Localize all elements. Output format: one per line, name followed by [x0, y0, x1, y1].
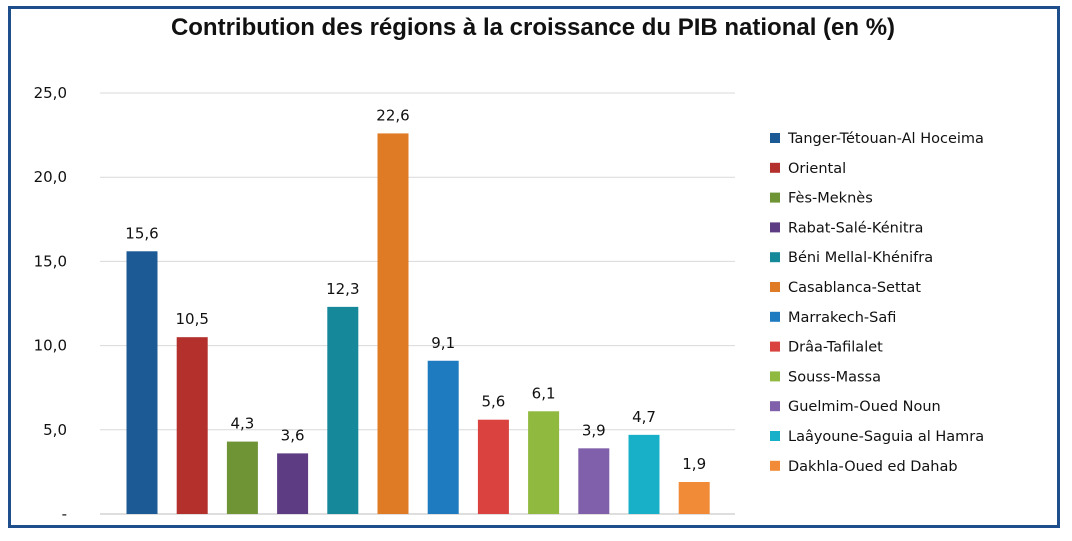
- data-label: 15,6: [125, 224, 158, 242]
- data-label: 12,3: [326, 280, 359, 298]
- legend-label: Souss-Massa: [788, 369, 881, 385]
- legend-label: Guelmim-Oued Noun: [788, 399, 941, 415]
- data-label: 3,6: [281, 426, 305, 444]
- legend-swatch: [770, 192, 780, 203]
- y-tick-label: 5,0: [43, 421, 67, 439]
- bar: [477, 419, 509, 514]
- legend-swatch: [770, 252, 780, 263]
- data-label: 1,9: [682, 455, 706, 473]
- legend-label: Tanger-Tétouan-Al Hoceima: [787, 131, 984, 147]
- data-labels: 15,6 10,5 4,3 3,6 12,3 22,6 9,1 5,6 6,1 3,9 4,7 1,9: [125, 106, 706, 473]
- data-label: 4,7: [632, 408, 656, 426]
- legend-swatch: [770, 460, 780, 471]
- legend-label: Oriental: [788, 161, 846, 177]
- legend-label: Laâyoune-Saguia al Hamra: [788, 429, 984, 445]
- legend-swatch: [770, 222, 780, 233]
- data-label: 9,1: [431, 334, 455, 352]
- bar: [628, 434, 660, 514]
- bar: [176, 337, 208, 514]
- legend-swatch: [770, 162, 780, 173]
- bars: [126, 133, 710, 514]
- data-label: 4,3: [230, 415, 254, 433]
- bar: [126, 251, 158, 514]
- data-label: 5,6: [481, 393, 505, 411]
- legend-swatch: [770, 431, 780, 441]
- legend-label: Marrakech-Safi: [788, 310, 896, 326]
- bar: [528, 411, 560, 514]
- bar: [578, 448, 610, 514]
- legend-swatch: [770, 282, 780, 292]
- y-tick-label: 10,0: [34, 337, 67, 355]
- legend-label: Rabat-Salé-Kénitra: [788, 220, 923, 236]
- bar: [277, 453, 309, 514]
- data-label: 22,6: [376, 106, 409, 124]
- legend-label: Béni Mellal-Khénifra: [788, 250, 933, 266]
- legend: Tanger-Tétouan-Al Hoceima Oriental Fès-Mek…: [770, 131, 984, 475]
- bar: [226, 441, 258, 514]
- bar: [427, 360, 459, 514]
- y-tick-label: 20,0: [34, 168, 67, 186]
- chart-title: Contribution des régions à la croissance…: [170, 14, 896, 41]
- y-tick-label: 25,0: [34, 84, 67, 102]
- bar: [377, 133, 409, 514]
- legend-label: Dakhla-Oued ed Dahab: [788, 459, 958, 475]
- legend-swatch: [770, 133, 780, 143]
- legend-swatch: [770, 371, 780, 382]
- legend-swatch: [770, 341, 780, 352]
- data-label: 10,5: [175, 310, 208, 328]
- bar: [327, 306, 359, 514]
- data-label: 6,1: [532, 384, 556, 402]
- y-axis: - 5,0 10,0 15,0 20,0 25,0: [34, 84, 67, 523]
- legend-label: Fès-Meknès: [788, 191, 873, 207]
- y-tick-label: -: [62, 505, 67, 523]
- data-label: 3,9: [582, 421, 606, 439]
- legend-label: Casablanca-Settat: [788, 280, 921, 296]
- legend-swatch: [770, 311, 780, 322]
- legend-label: Drâa-Tafilalet: [788, 340, 883, 356]
- bar: [678, 482, 710, 514]
- y-tick-label: 15,0: [34, 252, 67, 270]
- legend-swatch: [770, 401, 780, 412]
